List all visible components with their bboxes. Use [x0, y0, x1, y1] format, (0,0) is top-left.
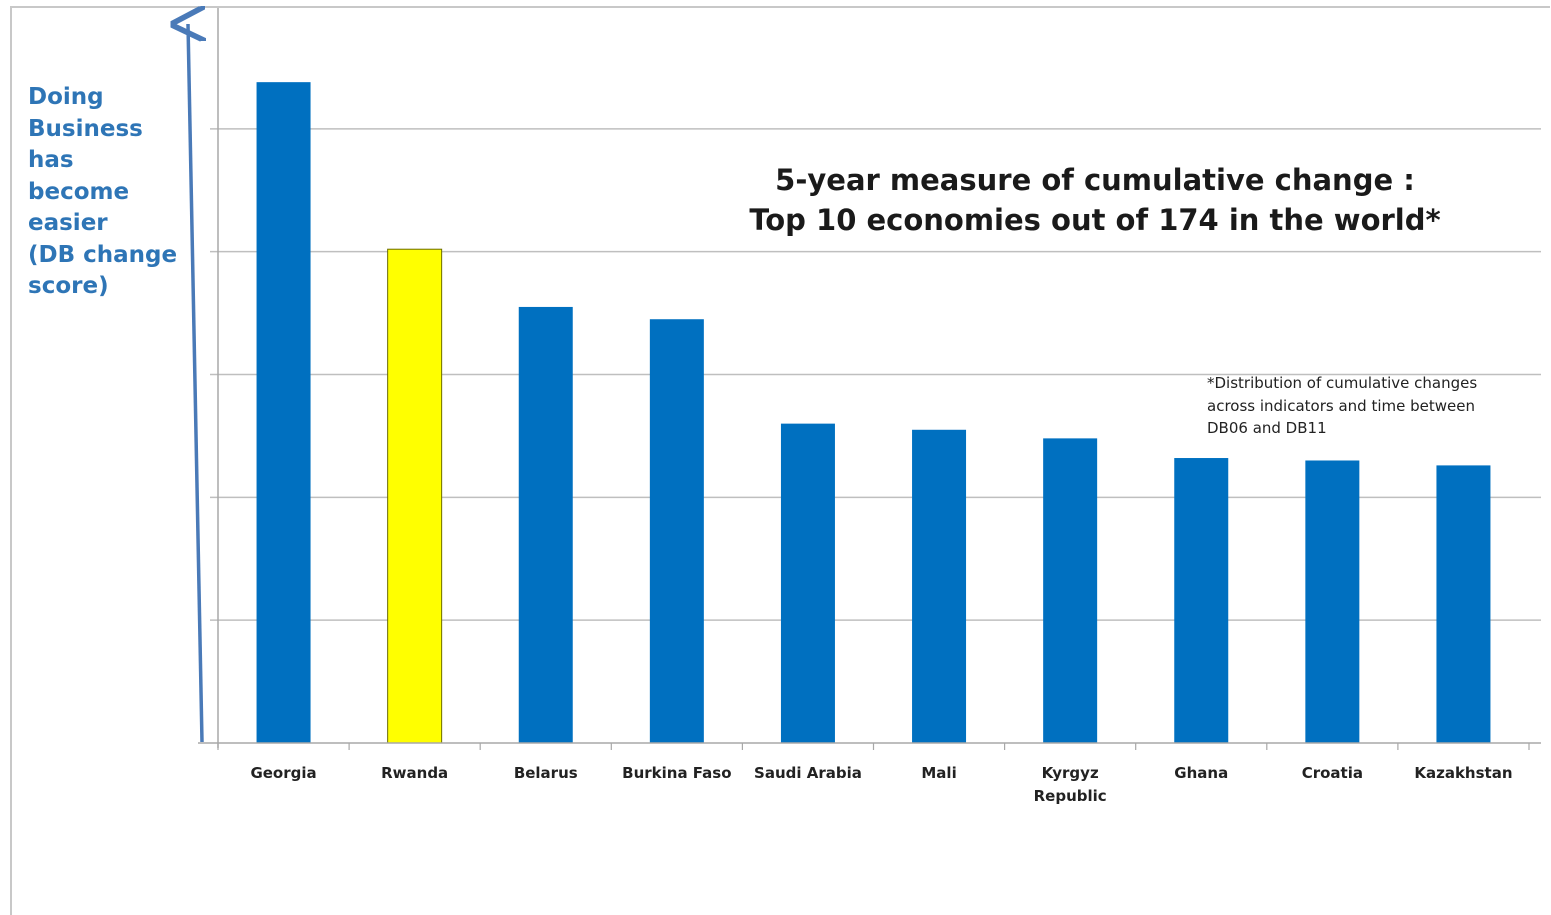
easier-arrow — [188, 24, 202, 743]
bar-belarus — [518, 306, 573, 743]
chart-footnote: *Distribution of cumulative changes acro… — [1207, 374, 1478, 437]
bars — [256, 82, 1491, 744]
bar-burkina-faso — [649, 319, 704, 743]
category-label-kyrgyz-republic-line-2: Republic — [1034, 787, 1107, 805]
bar-saudi-arabia — [780, 423, 835, 743]
chart-frame — [10, 6, 1550, 915]
bar-kyrgyz-republic — [1043, 438, 1098, 743]
category-label-burkina-faso: Burkina Faso — [622, 764, 731, 782]
bar-georgia — [256, 82, 311, 743]
chart-title-line-1: 5-year measure of cumulative change : — [775, 163, 1415, 197]
category-label-saudi-arabia: Saudi Arabia — [754, 764, 862, 782]
axes — [188, 8, 1541, 750]
category-label-georgia: Georgia — [250, 764, 316, 782]
bar-mali — [912, 429, 967, 743]
category-label-croatia: Croatia — [1302, 764, 1363, 782]
bar-croatia — [1305, 460, 1360, 743]
y-axis-label: Doing Business has become easier (DB cha… — [28, 84, 178, 299]
chart-title-line-2: Top 10 economies out of 174 in the world… — [749, 203, 1441, 237]
bar-rwanda — [387, 248, 443, 744]
category-label-kyrgyz-republic: Kyrgyz — [1042, 764, 1099, 782]
category-labels: Georgia Rwanda Belarus Burkina Faso Saudi Ar… — [250, 764, 1512, 805]
chart-title: 5-year measure of cumulative change : To… — [690, 160, 1500, 240]
category-label-mali: Mali — [921, 764, 956, 782]
category-label-rwanda: Rwanda — [381, 764, 448, 782]
bar-ghana — [1174, 458, 1229, 743]
category-label-ghana: Ghana — [1174, 764, 1228, 782]
bar-kazakhstan — [1436, 465, 1491, 743]
category-label-belarus: Belarus — [514, 764, 578, 782]
category-label-kazakhstan: Kazakhstan — [1414, 764, 1512, 782]
